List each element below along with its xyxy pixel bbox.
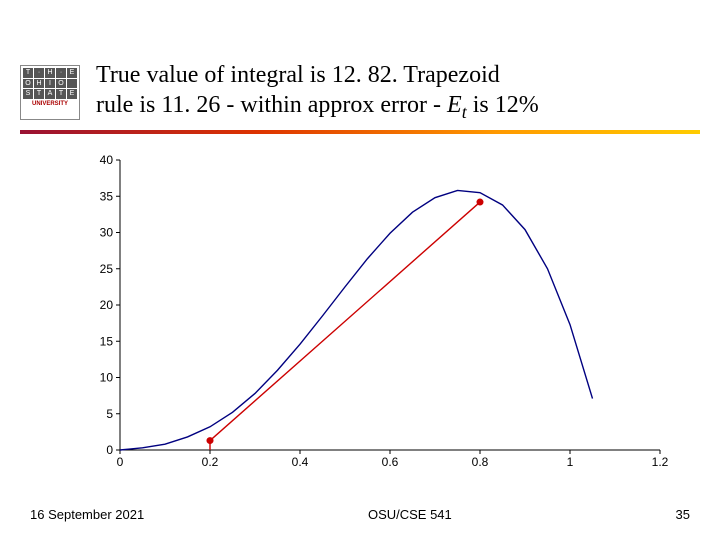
footer-date: 16 September 2021 [30,507,144,522]
svg-text:0: 0 [117,455,124,469]
svg-text:35: 35 [100,189,114,203]
svg-text:25: 25 [100,262,114,276]
footer-page: 35 [676,507,690,522]
title-line1: True value of integral is 12. 82. Trapez… [96,62,500,88]
integral-chart: 0 5 10 15 20 25 30 35 40 0 0.2 0.4 0.6 0.8 1 1.2 [80,150,670,470]
svg-text:1.2: 1.2 [652,455,669,469]
svg-text:0: 0 [106,443,113,457]
title-var: E [447,92,462,118]
svg-text:0.4: 0.4 [292,455,309,469]
svg-text:10: 10 [100,371,114,385]
svg-text:0.8: 0.8 [472,455,489,469]
logo-university: UNIVERSITY [23,101,77,108]
footer-course: OSU/CSE 541 [368,507,452,522]
logo-grid: T·H·E OHIO STATE [23,68,77,99]
slide-title: True value of integral is 12. 82. Trapez… [96,60,656,123]
svg-text:0.2: 0.2 [202,455,219,469]
slide-footer: 16 September 2021 OSU/CSE 541 35 [30,507,690,522]
svg-text:30: 30 [100,226,114,240]
svg-text:0.6: 0.6 [382,455,399,469]
svg-text:1: 1 [567,455,574,469]
osu-logo: T·H·E OHIO STATE UNIVERSITY [20,65,80,120]
svg-text:15: 15 [100,334,114,348]
gradient-rule [20,130,700,134]
title-line2a: rule is 11. 26 - within approx error - [96,92,447,118]
svg-text:40: 40 [100,153,114,167]
title-line2c: is 12% [467,92,539,118]
svg-text:20: 20 [100,298,114,312]
svg-text:5: 5 [106,407,113,421]
